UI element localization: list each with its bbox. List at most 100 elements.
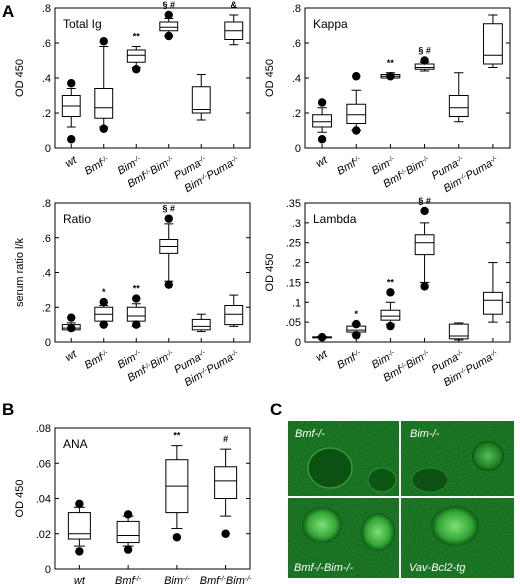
x-category-label: wt xyxy=(314,154,330,170)
micrograph-label: Bmf-/-Bim-/- xyxy=(294,562,354,574)
y-tick-label: .02 xyxy=(36,529,51,541)
outlier-point xyxy=(132,320,141,329)
outlier-point xyxy=(67,313,76,322)
outlier-point xyxy=(317,135,327,144)
chart-ratio: 0 .2 .4 .6 .8 serum ratio l/k Ratio wt * Bmf-/- **… xyxy=(14,198,251,389)
chart-title: Lambda xyxy=(313,212,357,226)
significance-mark: # xyxy=(223,434,228,444)
outlier-point xyxy=(352,126,361,135)
outlier-point xyxy=(164,214,173,223)
plot-frame xyxy=(304,202,511,343)
x-category-label: wt xyxy=(63,348,79,364)
significance-mark: § # xyxy=(162,204,175,214)
outlier-point xyxy=(99,37,108,46)
outlier-point xyxy=(164,10,173,20)
y-tick-label: 0 xyxy=(295,337,301,349)
outlier-point xyxy=(420,56,429,65)
y-tick-label: .6 xyxy=(42,233,51,245)
box xyxy=(126,306,146,322)
significance-mark: ** xyxy=(133,284,141,294)
outlier-point xyxy=(75,547,84,556)
outlier-point xyxy=(317,333,327,342)
y-tick-label: .8 xyxy=(42,3,51,15)
y-tick-label: .6 xyxy=(292,38,301,50)
x-category-label: wt xyxy=(74,575,86,584)
outlier-point xyxy=(386,288,395,297)
y-tick-label: .35 xyxy=(286,198,301,210)
micrograph-grid: Bmf-/- Bim-/- Bmf-/-Bim-/- Vav-Bcl2-tg xyxy=(288,421,514,578)
y-tick-label: .6 xyxy=(42,38,51,50)
y-axis-label: serum ratio l/k xyxy=(14,237,26,307)
x-category-label: Bmf-/- xyxy=(335,154,364,178)
micrograph-label: Vav-Bcl2-tg xyxy=(409,562,466,574)
chart-ana: 0 .02 .04 .06 .08 OD 450 ANA wt Bmf-/- ** Bim-/- # B… xyxy=(14,423,252,584)
x-category-label: Bmf-/- xyxy=(83,154,112,178)
box xyxy=(414,234,435,256)
significance-mark: ** xyxy=(133,32,141,42)
box xyxy=(67,512,91,540)
y-tick-label: .3 xyxy=(292,218,301,230)
significance-mark: ** xyxy=(387,277,395,287)
significance-mark: * xyxy=(354,309,358,319)
box xyxy=(346,103,367,124)
micrograph-label: Bmf-/- xyxy=(295,428,325,440)
significance-mark: § # xyxy=(162,0,175,10)
box xyxy=(116,520,140,544)
y-axis-label: OD 450 xyxy=(14,59,26,97)
box xyxy=(483,23,503,65)
box xyxy=(414,63,435,70)
chart-lambda: 0 .05 .1 .15 .2 .25 .3 .35 OD 450 Lambda wt * Bmf-/-… xyxy=(264,196,511,389)
y-tick-label: .2 xyxy=(292,108,301,120)
panel-label-b: B xyxy=(2,400,14,419)
box xyxy=(191,318,211,331)
x-category-label: Bmf-/- xyxy=(115,575,142,584)
chart-title: Kappa xyxy=(313,17,348,31)
outlier-point xyxy=(99,124,108,133)
outlier-point xyxy=(172,533,182,542)
y-tick-label: .08 xyxy=(36,423,51,435)
significance-mark: ** xyxy=(387,58,395,68)
significance-mark: § # xyxy=(418,46,431,56)
box xyxy=(448,95,469,117)
outlier-point xyxy=(99,297,108,307)
y-tick-label: .4 xyxy=(42,73,51,85)
y-tick-label: .25 xyxy=(286,238,301,250)
y-tick-label: .4 xyxy=(292,73,301,85)
y-tick-label: 0 xyxy=(45,564,51,576)
y-tick-label: 0 xyxy=(45,143,51,155)
box xyxy=(380,309,401,321)
outlier-point xyxy=(123,545,133,554)
outlier-point xyxy=(317,98,327,107)
y-tick-label: .1 xyxy=(292,297,301,309)
outlier-point xyxy=(132,65,141,74)
outlier-point xyxy=(164,31,173,41)
significance-mark: § # xyxy=(418,196,431,206)
outlier-point xyxy=(352,331,361,340)
x-category-label: wt xyxy=(63,154,79,170)
box xyxy=(214,466,238,499)
y-tick-label: 0 xyxy=(295,143,301,155)
box xyxy=(126,49,146,63)
micrograph-bim: Bim-/- xyxy=(401,421,514,496)
panel-label-c: C xyxy=(270,400,282,419)
y-tick-label: .8 xyxy=(42,198,51,210)
outlier-point xyxy=(386,321,395,331)
y-tick-label: 0 xyxy=(45,337,51,349)
outlier-point xyxy=(75,499,84,508)
micrograph-bmf: Bmf-/- xyxy=(288,421,399,496)
box xyxy=(312,114,332,128)
outlier-point xyxy=(420,282,429,291)
box xyxy=(159,21,179,32)
outlier-point xyxy=(67,323,76,333)
box xyxy=(191,86,211,114)
box xyxy=(224,305,244,326)
outlier-point xyxy=(386,72,395,81)
y-tick-label: .2 xyxy=(292,258,301,270)
outlier-point xyxy=(352,319,361,329)
outlier-point xyxy=(164,280,173,289)
micrograph-vav-bcl2: Vav-Bcl2-tg xyxy=(401,498,514,578)
y-axis-label: OD 450 xyxy=(264,59,276,97)
chart-title: Ratio xyxy=(63,212,91,226)
y-tick-label: .2 xyxy=(42,108,51,120)
